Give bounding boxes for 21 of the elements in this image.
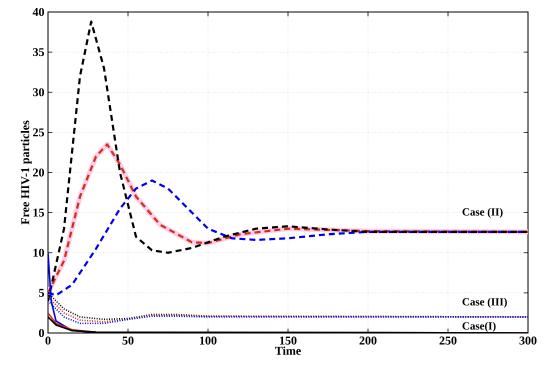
y-tick-label: 25 <box>33 128 44 136</box>
y-tick-label: 10 <box>33 248 44 257</box>
annotation: Case (III) <box>462 298 507 308</box>
x-tick-label: 50 <box>122 336 134 345</box>
x-tick-label: 200 <box>360 336 377 345</box>
x-tick-label: 100 <box>200 336 217 345</box>
y-tick-label: 35 <box>32 48 44 56</box>
annotation: Case(I) <box>462 322 496 332</box>
y-tick-label: 30 <box>32 88 44 96</box>
x-tick-label: 250 <box>440 336 457 345</box>
x-tick-label: 300 <box>519 336 537 345</box>
x-axis-title: Time <box>275 346 301 355</box>
y-tick-label: 20 <box>33 168 44 177</box>
y-tick-label: 5 <box>38 288 44 297</box>
x-tick-label: 150 <box>280 336 297 345</box>
y-tick-label: 15 <box>33 208 44 217</box>
y-axis-title: Free HIV-1 particles <box>20 120 32 225</box>
y-tick-label: 40 <box>32 8 44 16</box>
annotation: Case (II) <box>462 208 503 218</box>
y-tick-label: 0 <box>38 328 44 338</box>
x-tick-label: 0 <box>45 336 51 345</box>
